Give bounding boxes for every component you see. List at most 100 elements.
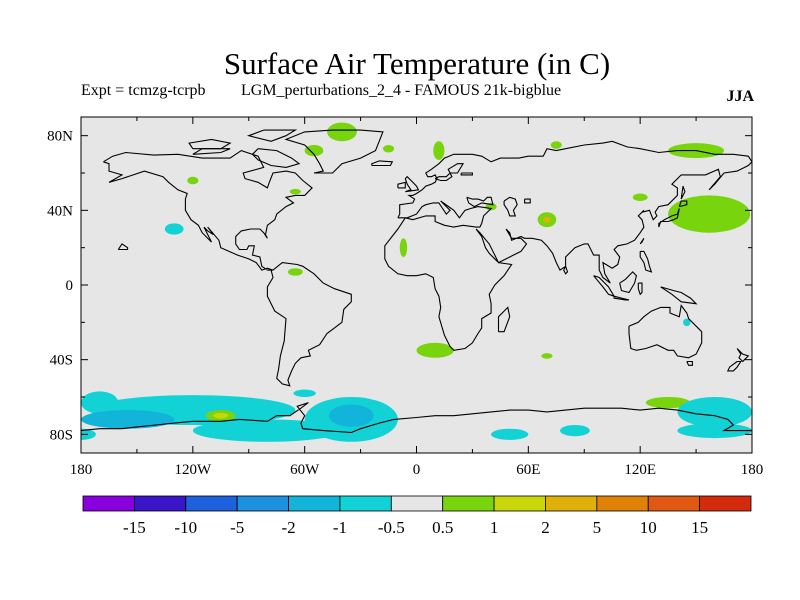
anomaly-region xyxy=(213,412,229,419)
coastline xyxy=(678,200,688,208)
anomaly-region xyxy=(192,419,342,442)
colorbar-swatch xyxy=(596,495,649,512)
lat-tick-label: 80S xyxy=(50,427,73,443)
coastline xyxy=(726,360,742,372)
coastline xyxy=(639,250,653,273)
coastline xyxy=(563,266,569,275)
colorbar-swatch xyxy=(236,495,289,512)
lat-tick-label: 80N xyxy=(47,129,73,145)
coastline xyxy=(497,306,511,333)
colorbar-label: 5 xyxy=(593,518,602,537)
anomaly-region xyxy=(399,238,408,257)
lon-tick-label: 60E xyxy=(516,462,540,478)
colorbar-swatch xyxy=(288,495,341,512)
coastline xyxy=(266,262,352,387)
colorbar-label: 2 xyxy=(541,518,550,537)
colorbar-swatch xyxy=(493,495,546,512)
anomaly-region xyxy=(328,404,374,427)
anomaly-region xyxy=(81,428,96,440)
anomaly-region xyxy=(677,397,752,427)
colorbar-swatch xyxy=(339,495,392,512)
axis-ticks: 80N 40N 0 40S 80S 180 120W 60W 0 60E 120E 180 xyxy=(47,117,763,478)
lon-tick-label: 180 xyxy=(70,462,93,478)
coastline xyxy=(103,149,313,271)
anomaly-region xyxy=(543,216,551,223)
coastline xyxy=(503,196,518,217)
colorbar-label: 10 xyxy=(640,518,657,537)
anomaly-region xyxy=(289,188,301,195)
colorbar-label: 0.5 xyxy=(432,518,453,537)
coastline xyxy=(628,304,703,359)
colorbar-label: -1 xyxy=(333,518,347,537)
coastline xyxy=(466,196,494,208)
coastline xyxy=(404,175,420,193)
colorbar-swatch xyxy=(390,495,444,512)
anomaly-region xyxy=(81,410,175,429)
coastline xyxy=(686,360,693,366)
coastline xyxy=(613,295,630,301)
colorbar-label: -0.5 xyxy=(378,518,405,537)
colorbar: -15 -10 -5 -2 -1 -0.5 0.5 1 2 5 10 15 xyxy=(82,495,752,537)
colorbar-label: -2 xyxy=(281,518,295,537)
anomaly-region xyxy=(683,318,691,327)
colorbar-label: 1 xyxy=(490,518,499,537)
colorbar-label: -5 xyxy=(230,518,244,537)
colorbar-swatch xyxy=(442,495,495,512)
experiment-label: Expt = tcmzg-tcrpb xyxy=(81,82,206,99)
anomaly-region xyxy=(287,268,303,276)
anomaly-region xyxy=(491,428,529,440)
run-label: LGM_perturbations_2_4 - FAMOUS 21k-bigbl… xyxy=(241,82,562,99)
anomaly-region xyxy=(304,145,324,157)
coastline xyxy=(192,148,231,155)
anomaly-regions xyxy=(81,122,752,442)
anomaly-region xyxy=(560,425,590,437)
season-label: JJA xyxy=(726,88,754,105)
colorbar-label: -10 xyxy=(174,518,197,537)
colorbar-label: -15 xyxy=(123,518,146,537)
coastline xyxy=(658,208,680,228)
coastline xyxy=(284,129,384,174)
anomaly-region xyxy=(327,122,357,142)
anomaly-region xyxy=(550,141,562,149)
lat-tick-label: 40S xyxy=(50,353,73,369)
coastline xyxy=(117,243,129,251)
coastline xyxy=(371,160,394,167)
anomaly-region xyxy=(416,342,454,358)
lon-tick-label: 120W xyxy=(174,462,212,478)
lat-tick-label: 0 xyxy=(66,278,74,294)
coastline xyxy=(460,172,473,176)
anomaly-region xyxy=(433,141,445,160)
anomaly-region xyxy=(668,195,751,233)
anomaly-region xyxy=(164,223,184,235)
lon-tick-label: 180 xyxy=(741,462,764,478)
coastline xyxy=(384,140,752,351)
anomaly-region xyxy=(293,389,316,397)
coastline xyxy=(251,148,301,168)
anomaly-region xyxy=(677,423,752,439)
anomaly-region xyxy=(382,145,395,153)
colorbar-swatch xyxy=(647,495,701,512)
coastline xyxy=(639,237,645,245)
colorbar-swatch xyxy=(185,495,238,512)
lon-tick-label: 60W xyxy=(290,462,320,478)
colorbar-label: 15 xyxy=(691,518,708,537)
lon-tick-label: 0 xyxy=(413,462,421,478)
coastline xyxy=(680,185,686,200)
colorbar-swatch xyxy=(699,495,752,512)
coastline xyxy=(434,163,465,182)
coastline xyxy=(246,129,298,142)
lat-tick-label: 40N xyxy=(47,203,73,219)
coastline xyxy=(397,181,406,189)
coastline xyxy=(637,282,643,296)
colorbar-swatch xyxy=(133,495,187,512)
coastline xyxy=(619,271,638,294)
coastlines xyxy=(81,129,752,434)
coastline xyxy=(660,286,698,305)
anomaly-region xyxy=(632,193,648,201)
anomaly-region xyxy=(187,176,199,185)
colorbar-swatch xyxy=(82,495,135,512)
page-title: Surface Air Temperature (in C) xyxy=(223,46,611,81)
lon-tick-label: 120E xyxy=(624,462,656,478)
